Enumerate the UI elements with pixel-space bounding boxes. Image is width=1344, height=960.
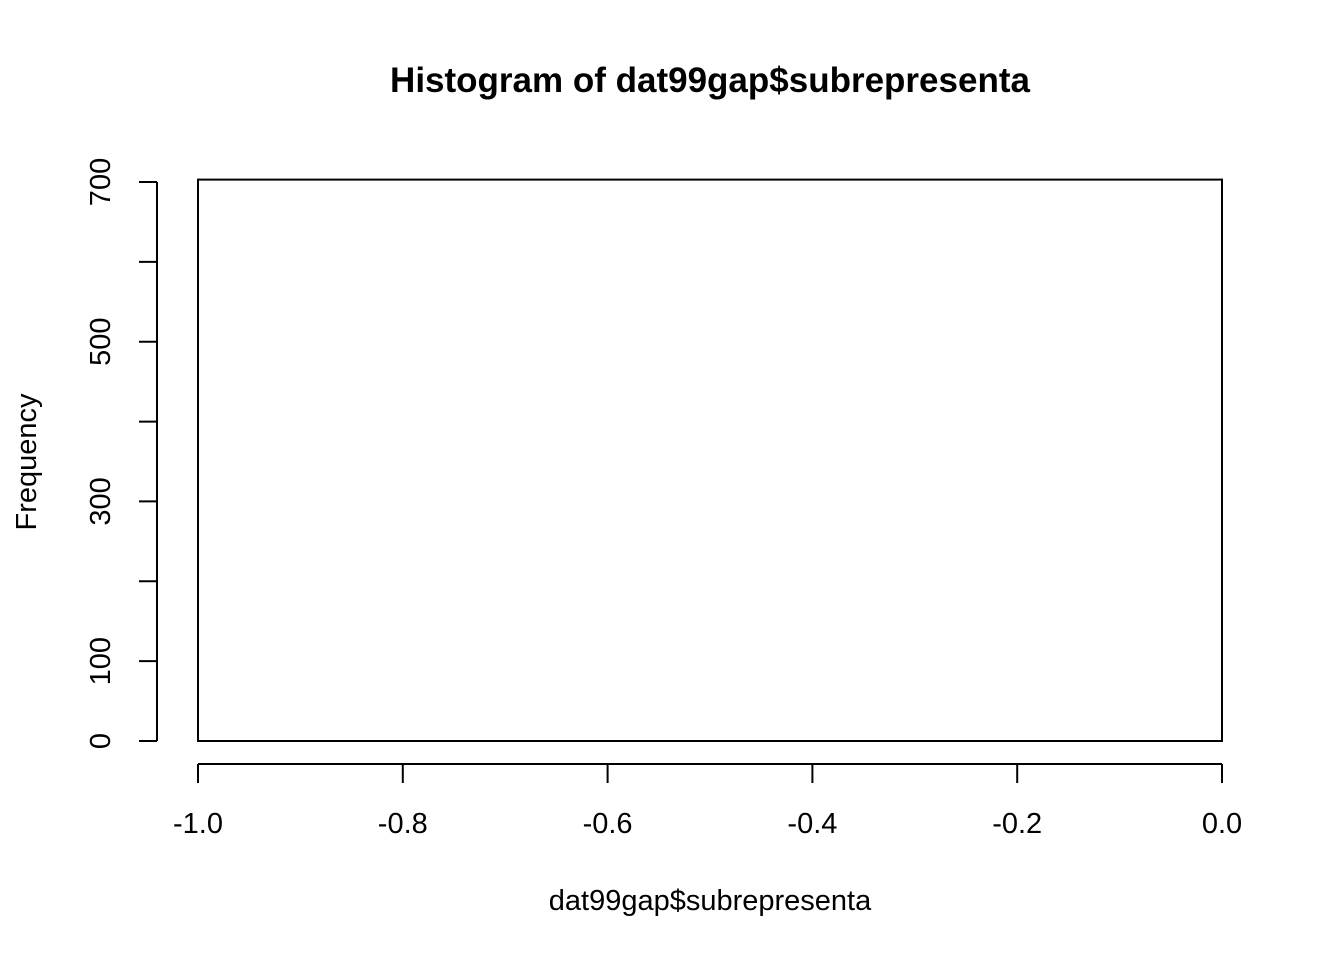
x-tick-label-2: -0.6 <box>583 808 633 840</box>
x-tick-label-5: 0.0 <box>1202 808 1242 840</box>
y-tick-label-0: 0 <box>85 733 117 749</box>
histogram-bar-0 <box>197 178 1223 742</box>
chart-title: Histogram of dat99gap$subrepresenta <box>390 61 1030 100</box>
y-tick-label-500: 500 <box>85 318 117 366</box>
x-tick-label-4: -0.2 <box>992 808 1042 840</box>
y-axis: 0 100 300 500 700 <box>85 158 158 749</box>
x-tick-label-3: -0.4 <box>787 808 837 840</box>
x-tick-label-1: -0.8 <box>378 808 428 840</box>
y-tick-label-300: 300 <box>85 477 117 525</box>
y-tick-label-700: 700 <box>85 158 117 206</box>
y-tick-label-100: 100 <box>85 637 117 685</box>
y-axis-label: Frequency <box>11 393 43 531</box>
x-tick-label-0: -1.0 <box>173 808 223 840</box>
bars-group <box>197 178 1223 742</box>
x-axis-label: dat99gap$subrepresenta <box>549 885 872 917</box>
x-axis: -1.0 -0.8 -0.6 -0.4 -0.2 0.0 <box>173 763 1242 840</box>
